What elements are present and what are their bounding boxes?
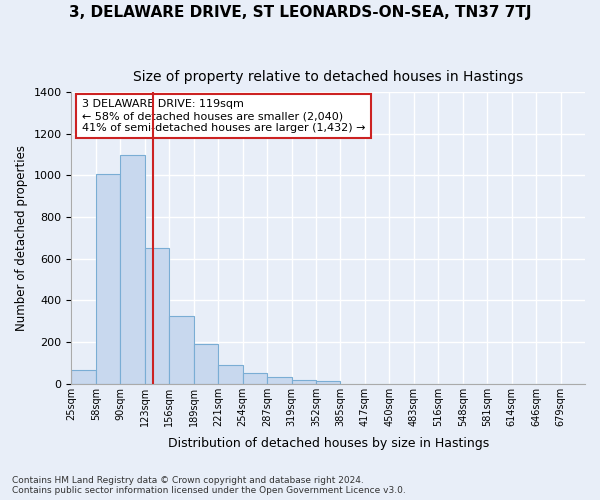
Title: Size of property relative to detached houses in Hastings: Size of property relative to detached ho… [133, 70, 523, 84]
Text: 3, DELAWARE DRIVE, ST LEONARDS-ON-SEA, TN37 7TJ: 3, DELAWARE DRIVE, ST LEONARDS-ON-SEA, T… [69, 5, 531, 20]
Bar [71, 370, 96, 384]
X-axis label: Distribution of detached houses by size in Hastings: Distribution of detached houses by size … [167, 437, 489, 450]
Bar [169, 316, 194, 384]
Bar [242, 374, 267, 384]
Text: Contains HM Land Registry data © Crown copyright and database right 2024.
Contai: Contains HM Land Registry data © Crown c… [12, 476, 406, 495]
Bar [96, 174, 121, 384]
Bar [121, 154, 145, 384]
Bar [316, 380, 340, 384]
Bar [267, 378, 292, 384]
Bar [292, 380, 316, 384]
Text: 3 DELAWARE DRIVE: 119sqm
← 58% of detached houses are smaller (2,040)
41% of sem: 3 DELAWARE DRIVE: 119sqm ← 58% of detach… [82, 100, 365, 132]
Bar [194, 344, 218, 384]
Y-axis label: Number of detached properties: Number of detached properties [15, 145, 28, 331]
Bar [218, 365, 242, 384]
Bar [145, 248, 169, 384]
